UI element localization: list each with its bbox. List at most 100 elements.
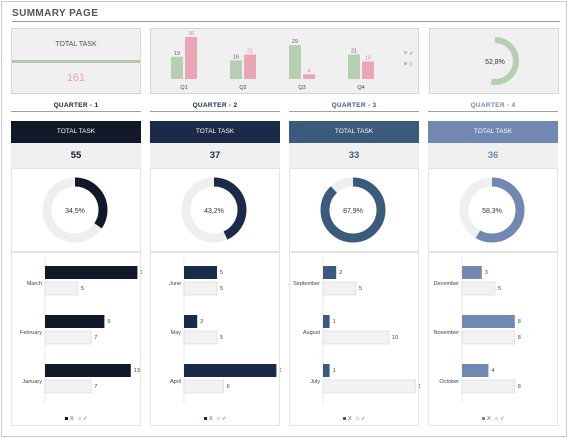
bar-check-december (461, 281, 496, 296)
bar-value-label: 16 (233, 54, 239, 60)
quarter-monthly-bars-panel: March 14 5 February 9 7 January 13 7 X ✓ (11, 252, 142, 426)
bar-check-february (44, 330, 92, 345)
bar-x-june (184, 266, 217, 279)
quarter-donut: 43,2% (181, 177, 247, 243)
bar-check-april (183, 379, 224, 394)
bar-check-august (322, 330, 390, 345)
legend-swatch-x (65, 417, 68, 420)
bar-q2-series-1 (244, 54, 256, 79)
donut-percent-label: 52,8% (485, 59, 505, 66)
legend-swatch (404, 62, 407, 65)
legend-label: ✓ (409, 51, 414, 57)
bar-x-value-label: 2 (200, 319, 203, 325)
quarter-total-banner: TOTAL TASK (11, 121, 141, 143)
bar-check-june (183, 281, 218, 296)
bar-check-value-label: 7 (94, 335, 97, 341)
bar-x-value-label: 5 (220, 270, 223, 276)
bar-check-value-label: 14 (418, 384, 420, 390)
category-tick-label: Q1 (180, 85, 187, 91)
bar-check-january (44, 379, 92, 394)
donut-percent-label: 43,2% (204, 208, 224, 215)
legend-label-check: ✓ (83, 416, 88, 422)
quarter-total-banner: TOTAL TASK (150, 121, 280, 143)
bar-value-label: 4 (307, 68, 310, 74)
bar-x-value-label: 8 (518, 319, 521, 325)
legend-swatch-check (216, 416, 221, 421)
total-task-divider (12, 60, 140, 63)
bar-check-march (44, 281, 79, 296)
month-label: January (22, 379, 42, 385)
donut-arc (459, 177, 525, 243)
bar-check-october (461, 379, 516, 394)
bar-x-december (462, 266, 482, 279)
legend-label-x: X (348, 416, 352, 422)
category-tick-label: Q3 (298, 85, 305, 91)
overview-chart-panel: 19 36 Q1 16 21 Q2 29 4 Q3 21 15 Q4 ✓ X (150, 28, 419, 94)
bar-x-october (462, 364, 489, 377)
quarter-heading-rule (150, 111, 280, 112)
legend-label-check: ✓ (361, 416, 366, 422)
bar-x-value-label: 14 (279, 368, 281, 374)
month-label: December (434, 281, 460, 287)
legend-swatch-check (355, 416, 360, 421)
legend-swatch-x (343, 417, 346, 420)
bar-q1-series-0 (171, 56, 183, 79)
bar-check-value-label: 10 (392, 335, 398, 341)
overall-donut: 52,8% (471, 37, 519, 85)
bar-value-label: 19 (174, 51, 180, 57)
bar-x-november (462, 315, 515, 328)
bar-check-value-label: 5 (81, 286, 84, 292)
page-title: SUMMARY PAGE (12, 8, 99, 19)
bar-q3-series-0 (289, 45, 301, 79)
title-divider (12, 21, 560, 22)
legend-label-x: X (70, 416, 74, 422)
quarter-monthly-bars-panel: September 2 5 August 1 10 July 1 14 X ✓ (289, 252, 420, 426)
quarter-monthly-bar-chart: March 14 5 February 9 7 January 13 7 X ✓ (20, 257, 142, 422)
bar-x-july (323, 364, 330, 377)
month-label: June (169, 281, 181, 287)
quarter-heading-rule (289, 111, 419, 112)
bar-check-may (183, 330, 218, 345)
bar-q3-series-1 (303, 74, 315, 79)
month-label: September (293, 281, 320, 287)
quarter-total-value: 55 (11, 143, 141, 168)
quarter-donut-chart: 87,9% (320, 177, 386, 243)
quarter-heading: QUARTER - 4 (470, 102, 516, 109)
quarter-monthly-bars-panel: June 5 5 May 2 5 April 14 6 X ✓ (150, 252, 281, 426)
bar-check-september (322, 281, 357, 296)
legend-swatch (404, 51, 407, 54)
legend-swatch-check (494, 416, 499, 421)
bar-x-value-label: 14 (140, 270, 142, 276)
bar-x-value-label: 1 (333, 319, 336, 325)
bar-x-value-label: 1 (333, 368, 336, 374)
bar-value-label: 29 (292, 39, 298, 45)
month-label: February (20, 330, 42, 336)
bar-check-value-label: 7 (94, 384, 97, 390)
legend-swatch-x (204, 417, 207, 420)
category-tick-label: Q2 (239, 85, 246, 91)
bar-value-label: 21 (247, 49, 253, 55)
bar-x-value-label: 3 (485, 270, 488, 276)
bar-check-value-label: 6 (227, 384, 230, 390)
quarter-heading: QUARTER - 3 (331, 102, 377, 109)
quarter-monthly-bars-panel: December 3 5 November 8 8 October 4 8 X ✓ (428, 252, 558, 426)
donut-arc (181, 177, 247, 243)
bar-check-value-label: 5 (220, 286, 223, 292)
quarter-monthly-bar-chart: September 2 5 August 1 10 July 1 14 X ✓ (293, 257, 420, 422)
legend-swatch-x (482, 417, 485, 420)
month-label: August (303, 330, 321, 336)
legend-label-x: X (209, 416, 213, 422)
legend-label-check: ✓ (500, 416, 505, 422)
month-label: April (170, 379, 181, 385)
bar-x-april (184, 364, 277, 377)
quarter-heading-rule (428, 111, 558, 112)
bar-x-value-label: 13 (134, 368, 140, 374)
bar-q1-series-1 (185, 37, 197, 79)
bar-x-september (323, 266, 337, 279)
quarter-donut-panel: 87,9% (289, 168, 419, 252)
overall-percent-panel: 52,8% (429, 28, 559, 94)
month-label: November (434, 330, 460, 336)
quarter-donut: 34,5% (42, 177, 108, 243)
donut-arc (42, 177, 108, 243)
quarter-donut-chart: 43,2% (181, 177, 247, 243)
